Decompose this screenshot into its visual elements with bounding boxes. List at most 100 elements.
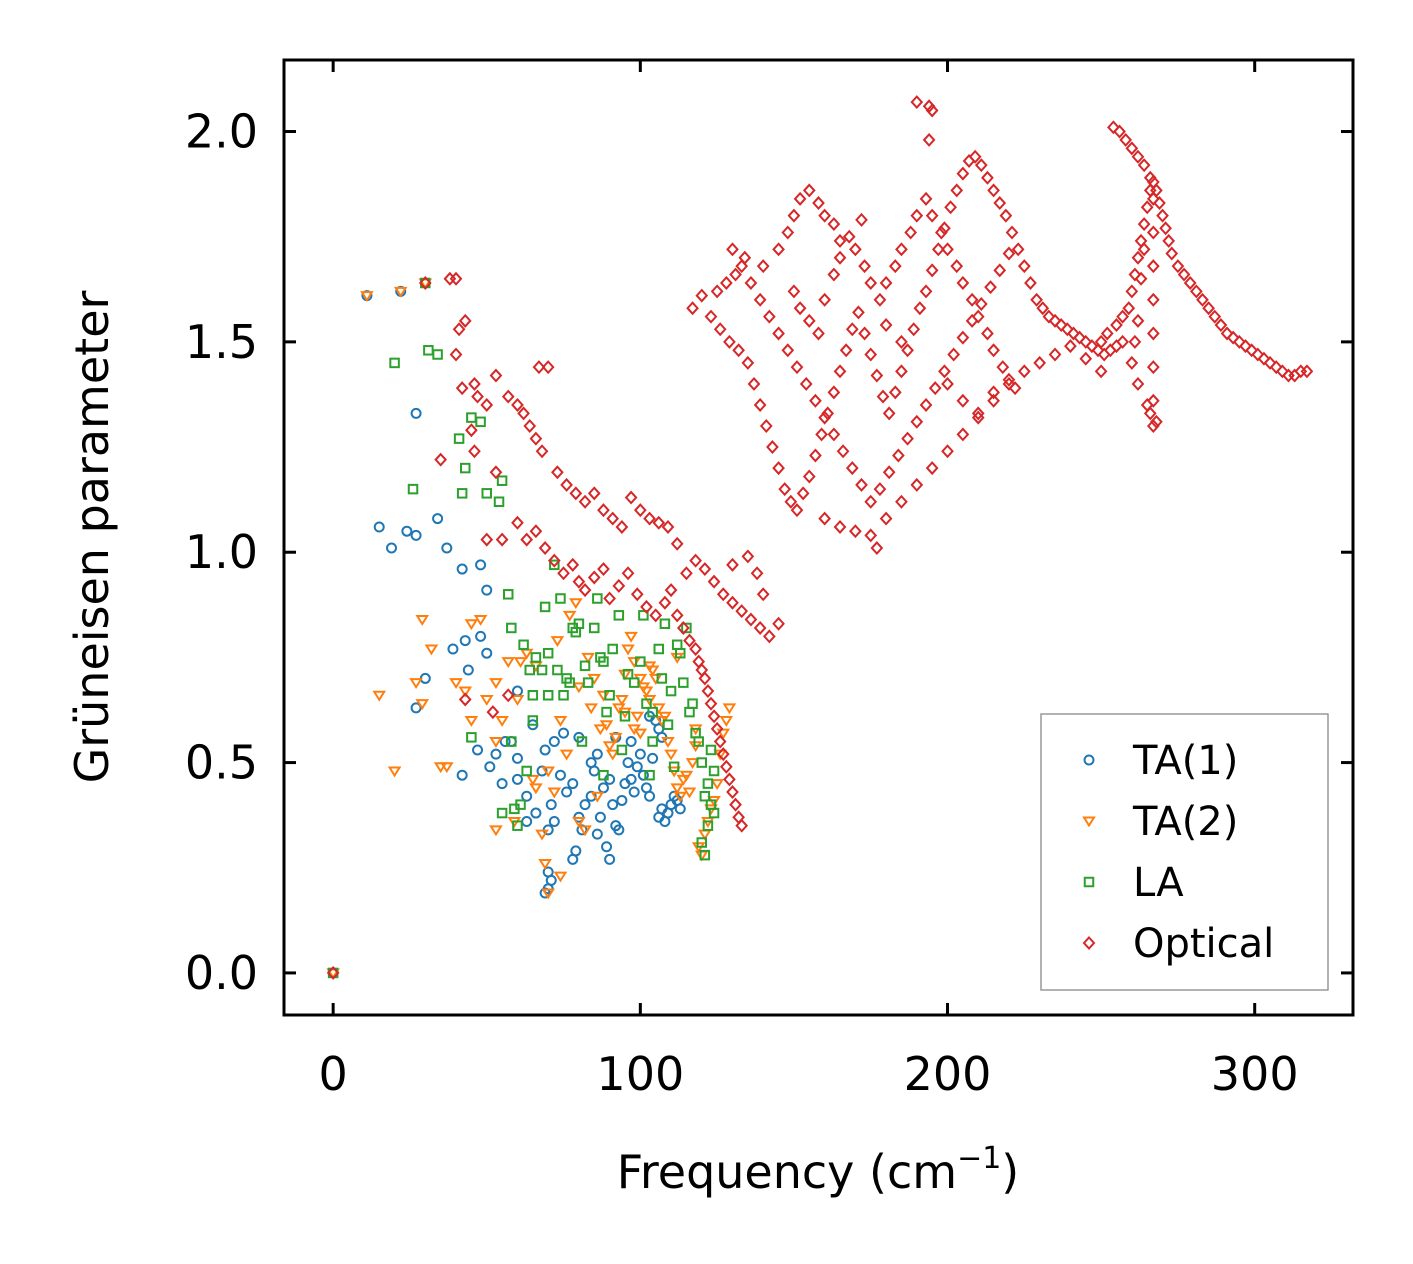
data-point [719, 716, 734, 727]
data-point [671, 639, 683, 651]
data-point [676, 620, 690, 635]
data-point [597, 782, 609, 794]
data-point [578, 825, 592, 837]
data-point [950, 183, 964, 198]
data-point [630, 711, 645, 723]
data-point [1008, 381, 1022, 396]
data-point [373, 521, 385, 533]
data-point [588, 765, 600, 777]
data-point [499, 736, 511, 748]
data-point [535, 444, 549, 459]
data-point [552, 664, 563, 676]
legend: TA(1) TA(2) LA Optical [1040, 713, 1329, 991]
data-point [630, 587, 644, 602]
data-point [1005, 225, 1019, 240]
data-point [935, 225, 948, 240]
data-point [1030, 292, 1043, 307]
data-point [812, 326, 825, 341]
data-point [530, 807, 542, 819]
data-point [640, 599, 653, 614]
data-point [410, 407, 422, 419]
data-point [495, 532, 509, 547]
data-point [1110, 318, 1123, 333]
data-point [658, 595, 672, 610]
data-point [532, 360, 546, 375]
data-point [621, 566, 635, 581]
data-point [910, 95, 924, 110]
data-point [864, 347, 878, 362]
data-point [1137, 217, 1151, 232]
data-point [418, 275, 432, 290]
data-point [787, 208, 801, 223]
data-point [1263, 355, 1277, 370]
data-point [1146, 259, 1160, 274]
data-point [604, 690, 615, 701]
data-point [855, 212, 868, 227]
data-point [458, 686, 473, 698]
data-point [452, 322, 466, 337]
data-point [557, 566, 570, 581]
data-point [1100, 326, 1114, 341]
data-point [554, 769, 566, 781]
data-point [628, 677, 640, 688]
data-point [683, 633, 696, 648]
data-point [1054, 318, 1068, 333]
data-point [1143, 406, 1157, 421]
data-point [613, 824, 625, 836]
data-point [513, 657, 528, 668]
data-point [547, 553, 561, 568]
data-point [708, 807, 720, 819]
data-point [615, 694, 629, 706]
data-point [664, 749, 678, 761]
data-point [762, 629, 776, 644]
data-point [925, 263, 939, 278]
data-point [607, 643, 618, 655]
y-tick-label: 1.0 [185, 525, 258, 579]
data-point [481, 584, 493, 596]
data-point [490, 748, 502, 760]
data-point [726, 242, 739, 257]
data-point [564, 677, 575, 688]
data-point [919, 284, 933, 299]
data-point [1119, 132, 1133, 147]
data-point [1269, 360, 1283, 375]
data-point [747, 376, 761, 391]
data-point [1146, 191, 1160, 206]
data-point [735, 818, 749, 833]
data-point [529, 783, 543, 795]
data-point [642, 661, 657, 673]
data-point [938, 364, 951, 379]
data-point [827, 217, 841, 232]
data-point [631, 761, 643, 773]
data-point [855, 477, 868, 492]
data-point [744, 612, 758, 627]
y-tick-label: 2.0 [185, 105, 258, 159]
data-point [647, 736, 658, 747]
data-point [462, 664, 474, 676]
data-point [553, 871, 568, 883]
data-point [633, 728, 648, 740]
data-point [833, 233, 847, 248]
data-point [670, 536, 684, 551]
data-point [864, 275, 878, 290]
data-point [781, 225, 795, 240]
data-point [541, 888, 555, 900]
data-point [526, 774, 540, 786]
data-point [550, 636, 565, 647]
data-point [607, 799, 619, 811]
data-point [1226, 330, 1240, 345]
data-point [818, 292, 831, 307]
data-point [440, 762, 454, 774]
data-point [415, 615, 430, 626]
data-point [919, 397, 933, 412]
data-point [852, 305, 865, 320]
data-point [409, 678, 423, 690]
data-point [922, 132, 936, 147]
data-point [699, 790, 711, 802]
data-point [827, 427, 841, 442]
data-point [401, 525, 413, 537]
data-point [1251, 347, 1265, 362]
data-point [559, 749, 574, 761]
data-point [441, 542, 453, 554]
